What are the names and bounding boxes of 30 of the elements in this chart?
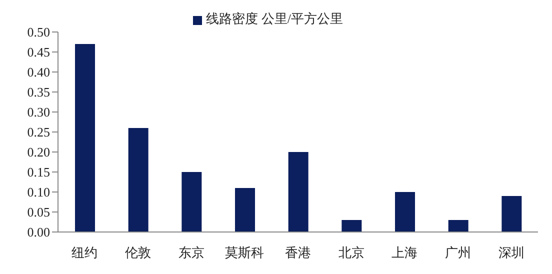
x-tick-label: 香港: [285, 245, 311, 260]
x-tick-label: 广州: [445, 245, 471, 260]
x-tick-label: 深圳: [498, 245, 524, 260]
y-tick-label: 0.20: [27, 144, 50, 160]
y-tick-label: 0.10: [27, 184, 50, 200]
x-tick-label: 东京: [178, 245, 204, 260]
bar: [75, 44, 95, 232]
bar: [288, 152, 308, 232]
x-tick-label: 莫斯科: [225, 245, 264, 260]
y-tick-label: 0.00: [27, 224, 50, 240]
legend-label: 线路密度 公里/平方公里: [206, 11, 343, 26]
bar: [235, 188, 255, 232]
bar: [182, 172, 202, 232]
x-tick-label: 上海: [392, 245, 418, 260]
y-tick-label: 0.05: [27, 204, 50, 220]
x-tick-label: 伦敦: [125, 245, 151, 260]
y-tick-label: 0.40: [27, 64, 50, 80]
bar: [502, 196, 522, 232]
bar: [342, 220, 362, 232]
y-tick-label: 0.45: [27, 44, 50, 60]
y-tick-label: 0.25: [27, 124, 50, 140]
bar: [448, 220, 468, 232]
bar: [395, 192, 415, 232]
x-tick-label: 北京: [338, 245, 364, 260]
y-tick-label: 0.15: [27, 164, 50, 180]
y-tick-label: 0.30: [27, 104, 50, 120]
y-tick-label: 0.35: [27, 84, 50, 100]
y-tick-label: 0.50: [27, 24, 50, 40]
x-tick-label: 纽约: [72, 245, 98, 260]
bar: [128, 128, 148, 232]
